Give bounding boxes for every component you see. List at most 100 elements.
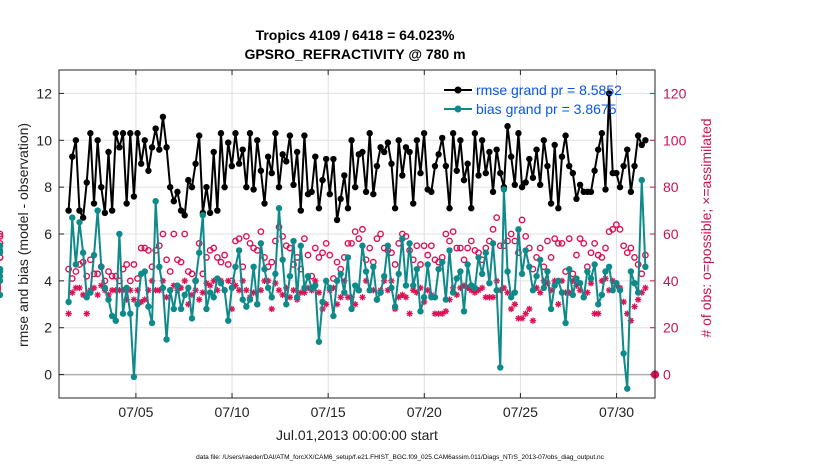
bias-point	[627, 268, 635, 275]
possible-obs-point	[304, 251, 312, 259]
bias-point	[475, 254, 482, 261]
assimilated-obs-point	[130, 296, 138, 303]
assimilated-obs-stroke	[424, 287, 431, 293]
assimilated-obs-stroke	[508, 306, 514, 312]
possible-obs-point	[221, 251, 228, 259]
bias-point	[268, 294, 275, 301]
y-axis-right-label: # of obs: o=possible; ×=assimilated	[698, 118, 714, 337]
rmse-point	[330, 155, 337, 163]
assimilated-obs-stroke	[620, 299, 627, 305]
bias-point	[620, 350, 627, 357]
assimilated-obs-point	[196, 296, 203, 303]
rmse-point	[337, 195, 344, 203]
possible-obs-point	[322, 239, 330, 247]
rmse-point	[148, 144, 156, 151]
bias-point	[76, 219, 83, 226]
rmse-point	[457, 137, 464, 144]
rmse-point	[94, 137, 101, 144]
possible-obs-point	[631, 254, 638, 261]
rmse-point	[333, 216, 341, 224]
rmse-point	[515, 130, 522, 137]
bias-point	[504, 268, 511, 275]
bias-point	[420, 294, 428, 301]
rmse-point	[341, 172, 348, 179]
possible-obs-point	[551, 235, 559, 243]
y-right-tick-label: 100	[663, 132, 687, 148]
bias-point	[351, 282, 359, 289]
possible-obs-point	[616, 225, 624, 233]
y-tick-label: 12	[36, 85, 52, 101]
bias-point	[362, 268, 370, 275]
bias-point	[613, 280, 620, 287]
possible-obs-point	[507, 230, 515, 238]
bias-point	[275, 205, 283, 212]
possible-obs-point	[638, 270, 646, 278]
bias-point	[536, 256, 544, 263]
bias-point	[631, 280, 638, 287]
possible-obs-point	[235, 235, 243, 243]
assimilated-obs-stroke	[301, 289, 308, 296]
bias-point	[297, 242, 304, 249]
bias-point	[301, 284, 308, 292]
assimilated-obs-stroke	[80, 292, 86, 298]
assimilated-obs-point	[518, 315, 526, 322]
assimilated-obs-point	[522, 310, 529, 317]
assimilated-obs-point	[642, 284, 649, 292]
possible-obs-point	[348, 239, 355, 247]
assimilated-obs-stroke	[131, 296, 137, 303]
possible-obs-point	[359, 225, 366, 233]
possible-obs-point	[65, 265, 73, 273]
possible-obs-point	[137, 244, 145, 252]
rmse-point	[391, 205, 399, 212]
rmse-point	[536, 181, 544, 188]
possible-obs-point	[86, 256, 94, 264]
possible-obs-point	[366, 244, 374, 252]
bias-point	[439, 258, 446, 266]
possible-obs-point	[0, 254, 4, 261]
y-tick-label: 0	[44, 367, 52, 383]
rmse-point	[152, 125, 159, 132]
assimilated-obs-stroke	[359, 294, 366, 301]
possible-obs-point	[159, 230, 167, 238]
rmse-point	[72, 137, 80, 144]
rmse-point	[232, 130, 239, 137]
rmse-point	[446, 205, 453, 212]
bias-point	[482, 249, 489, 256]
assimilated-obs-stroke	[530, 317, 536, 324]
rmse-point	[435, 151, 442, 158]
assimilated-obs-stroke	[276, 287, 282, 293]
bias-point	[377, 289, 384, 296]
rmse-point	[123, 200, 130, 207]
x-tick-label: 07/05	[118, 404, 153, 420]
assimilated-obs-stroke	[334, 301, 340, 308]
legend: rmse grand pr = 8.5852 bias grand pr = 3…	[444, 82, 622, 117]
assimilated-obs-stroke	[258, 287, 264, 293]
bias-point	[544, 268, 551, 275]
assimilated-obs-stroke	[316, 289, 322, 296]
rmse-point	[130, 193, 138, 200]
rmse-point	[377, 144, 384, 151]
bias-point	[0, 272, 4, 280]
rmse-point	[283, 158, 290, 165]
rmse-point	[373, 162, 381, 170]
possible-obs-point	[105, 268, 112, 275]
bias-point	[573, 275, 580, 282]
possible-obs-point	[554, 239, 562, 247]
possible-obs-point	[155, 242, 163, 250]
y-right-tick-label: 120	[663, 85, 687, 101]
y-tick-label: 8	[44, 179, 52, 195]
rmse-point	[105, 148, 112, 156]
rmse-point	[214, 207, 221, 214]
assimilated-obs-stroke	[453, 292, 460, 298]
bias-point	[431, 294, 439, 301]
x-tick-label: 07/15	[311, 404, 346, 420]
possible-obs-point	[623, 249, 631, 257]
bias-point	[457, 268, 464, 275]
rmse-point	[464, 160, 471, 167]
possible-obs-point	[181, 230, 189, 238]
possible-obs-point	[246, 239, 254, 247]
rmse-point	[79, 214, 87, 221]
bias-point	[235, 247, 243, 254]
bias-point	[515, 226, 522, 233]
